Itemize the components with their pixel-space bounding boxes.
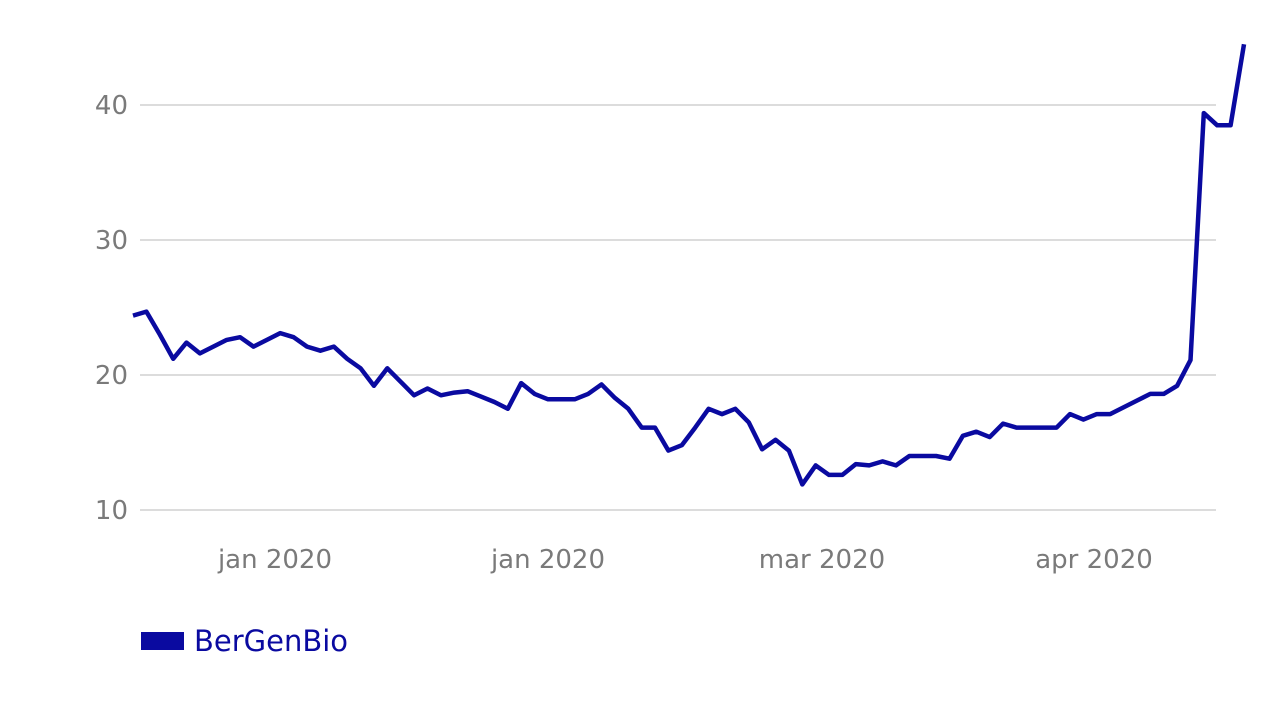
legend-swatch [141, 632, 184, 650]
y-tick-label: 30 [95, 226, 128, 256]
legend-label-bergenbio: BerGenBio [194, 624, 349, 658]
x-tick-label: jan 2020 [217, 545, 332, 575]
line-chart: 10 20 30 40 jan 2020 jan 2020 mar 2020 apr 202… [95, 43, 1247, 575]
y-tick-label: 40 [95, 91, 128, 121]
gridlines [140, 104, 1216, 511]
y-tick-label: 10 [95, 496, 128, 526]
x-tick-label: jan 2020 [490, 545, 605, 575]
x-axis-ticks: jan 2020 jan 2020 mar 2020 apr 2020 [217, 545, 1153, 575]
y-axis-ticks: 10 20 30 40 [95, 91, 128, 526]
legend: BerGenBio [141, 624, 348, 658]
x-tick-label: mar 2020 [759, 545, 885, 575]
x-tick-label: apr 2020 [1035, 545, 1153, 575]
y-tick-label: 20 [95, 361, 128, 391]
series-lines [132, 43, 1247, 487]
series-line-0 [132, 43, 1247, 487]
